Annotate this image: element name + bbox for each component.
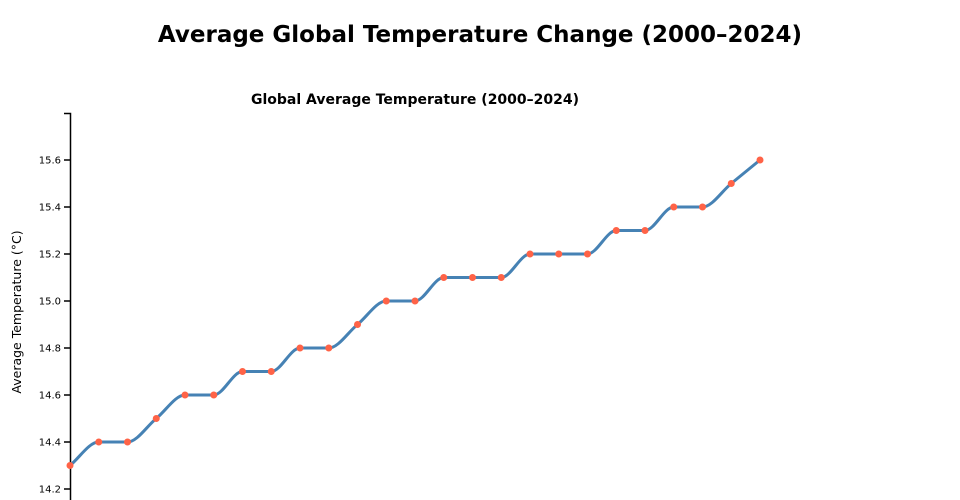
data-point-2009: [325, 344, 333, 352]
data-point-2020: [641, 227, 649, 234]
data-point-2015: [497, 274, 505, 281]
y-tick-label: 15.4: [39, 203, 61, 214]
y-tick-label: 15.0: [39, 297, 61, 308]
data-point-2000: [66, 462, 74, 469]
y-axis: 14.2 14.4 14.6 14.8 15.0 15.2 15.4 15.6: [39, 112, 72, 500]
y-axis-label: Average Temperature (°C): [9, 230, 24, 393]
y-tick: 14.2: [39, 485, 70, 496]
data-point-2002: [124, 438, 131, 446]
data-point-2013: [440, 274, 448, 281]
page-title: Average Global Temperature Change (2000–…: [157, 22, 803, 48]
data-point-2003: [152, 415, 160, 422]
series-line: [69, 158, 761, 467]
data-point-2011: [382, 297, 390, 305]
y-tick-label: 15.6: [39, 156, 61, 167]
data-point-2016: [526, 250, 534, 258]
y-tick-label: 14.4: [39, 438, 61, 449]
data-point-2007: [267, 368, 275, 375]
data-point-2024: [756, 156, 764, 164]
y-axis-line: [64, 112, 72, 500]
data-point-2005: [210, 391, 218, 399]
data-point-2006: [239, 368, 246, 375]
data-point-2017: [555, 250, 563, 258]
data-point-2014: [469, 274, 476, 281]
data-point-2023: [727, 180, 735, 187]
data-point-2008: [296, 344, 304, 352]
y-tick-label: 15.2: [39, 250, 61, 261]
data-point-2012: [411, 297, 419, 305]
y-tick-label: 14.6: [39, 391, 61, 402]
y-tick: 14.8: [39, 344, 70, 355]
chart-title: Global Average Temperature (2000–2024): [251, 92, 579, 108]
y-tick: 14.6: [39, 391, 70, 402]
data-point-2010: [354, 321, 361, 328]
y-tick-label: 14.2: [39, 485, 61, 496]
data-point-2001: [95, 438, 103, 446]
data-points: [66, 156, 764, 469]
y-tick: 15.4: [39, 203, 70, 214]
data-point-2021: [670, 203, 678, 211]
y-tick: 15.0: [39, 297, 70, 308]
data-point-2019: [612, 227, 620, 234]
y-tick: 15.6: [39, 156, 70, 167]
data-point-2018: [584, 250, 591, 258]
data-point-2022: [699, 203, 706, 211]
data-point-2004: [181, 391, 189, 399]
y-tick: 15.2: [39, 250, 70, 261]
y-tick-label: 14.8: [39, 344, 61, 355]
y-tick: 14.4: [39, 438, 70, 449]
